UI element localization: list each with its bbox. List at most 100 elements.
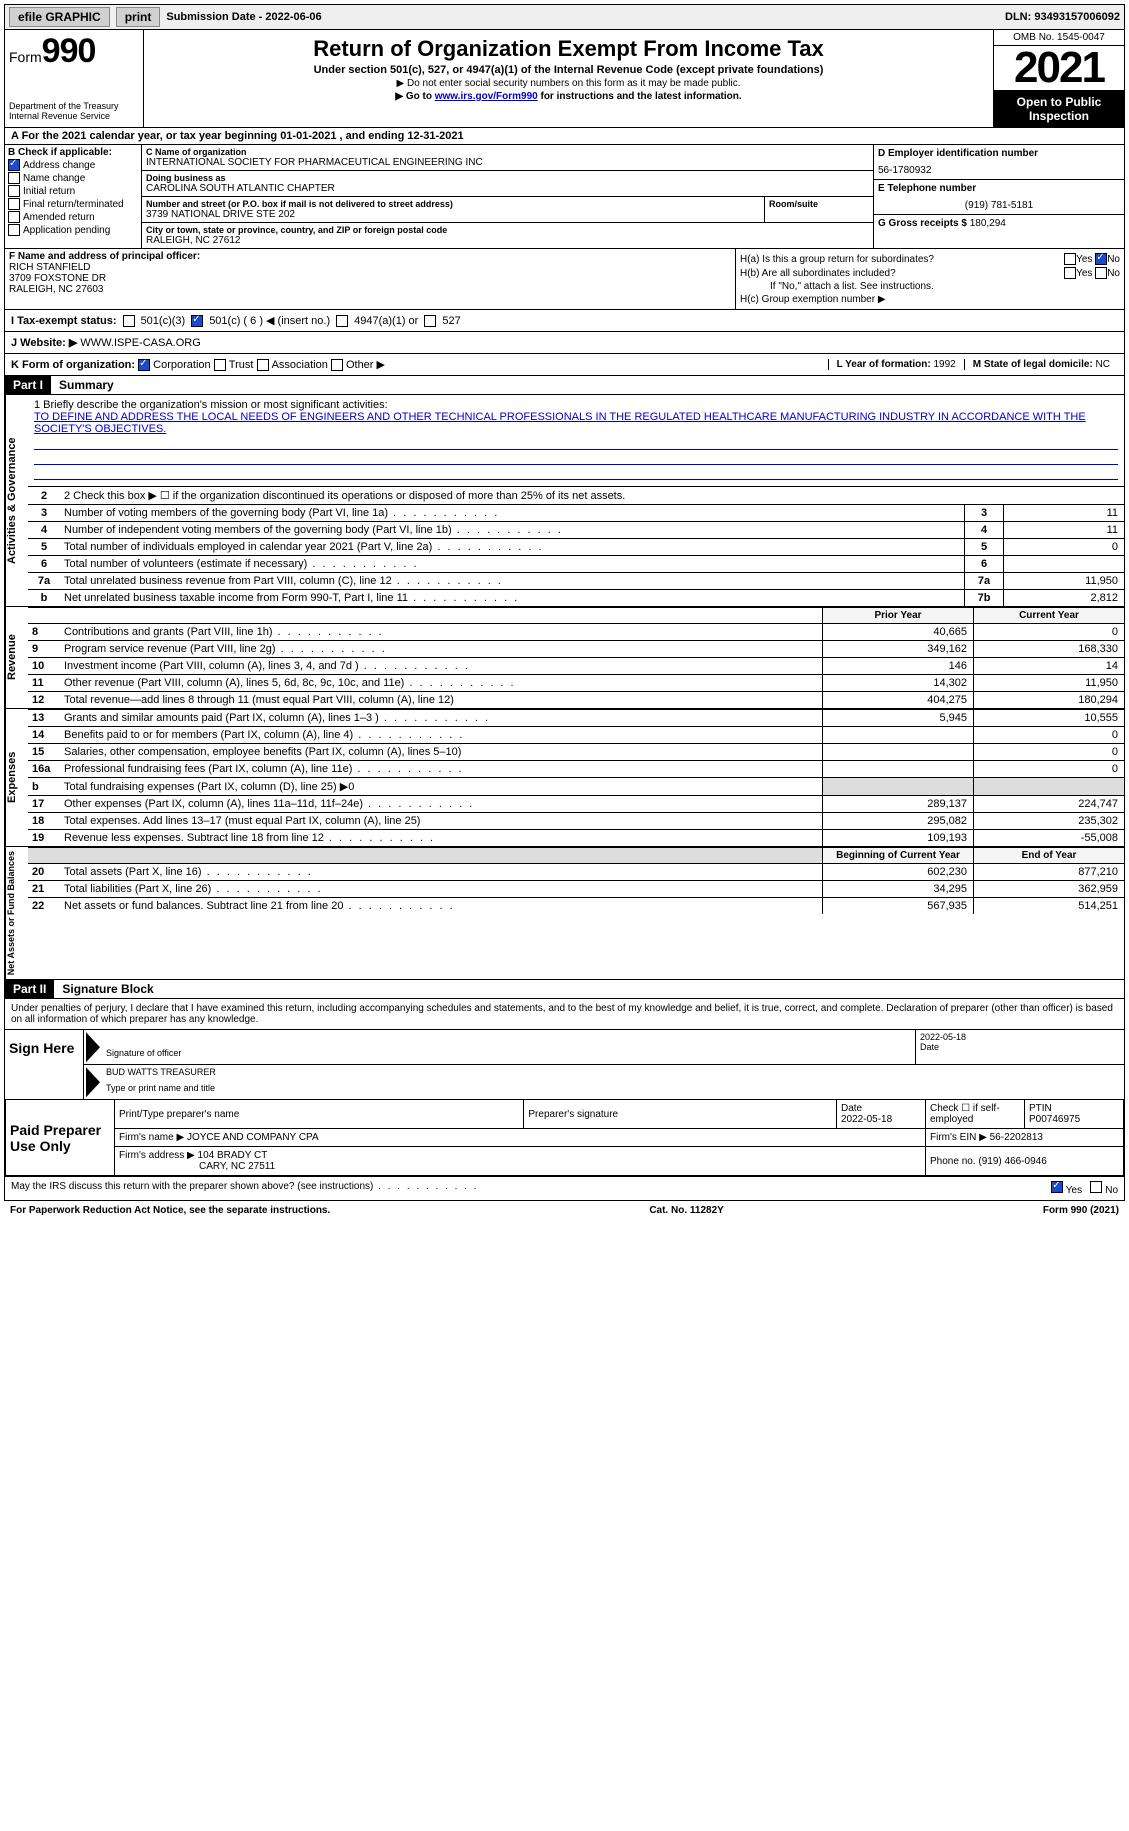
subtitle-1: Under section 501(c), 527, or 4947(a)(1)… (150, 64, 987, 76)
chk-trust[interactable] (214, 359, 226, 371)
row-6-desc: Total number of volunteers (estimate if … (60, 556, 965, 573)
prep-name-label: Print/Type preparer's name (115, 1100, 524, 1129)
rev-8-curr: 0 (974, 624, 1125, 641)
prep-sig-label: Preparer's signature (524, 1100, 837, 1129)
paid-preparer-table: Paid Preparer Use Only Print/Type prepar… (5, 1099, 1124, 1176)
chk-address-change[interactable] (8, 159, 20, 171)
chk-527[interactable] (424, 315, 436, 327)
website-label: J Website: ▶ (11, 336, 77, 349)
row-7b-val: 2,812 (1004, 590, 1125, 607)
dba-label: Doing business as (146, 173, 869, 183)
chk-app-pending[interactable] (8, 224, 20, 236)
cat-no: Cat. No. 11282Y (649, 1205, 723, 1216)
exp-15-prior (823, 744, 974, 761)
ha-yes[interactable] (1064, 253, 1076, 265)
rev-9-curr: 168,330 (974, 641, 1125, 658)
section-a-tax-year: A For the 2021 calendar year, or tax yea… (5, 127, 1124, 144)
efile-label: efile GRAPHIC (9, 7, 110, 27)
chk-final-return[interactable] (8, 198, 20, 210)
city-label: City or town, state or province, country… (146, 225, 869, 235)
phone-value: (919) 781-5181 (878, 200, 1120, 211)
end-year-hdr: End of Year (974, 848, 1125, 864)
firm-phone: (919) 466-0946 (978, 1156, 1046, 1167)
gross-label: G Gross receipts $ (878, 218, 967, 229)
website-value: WWW.ISPE-CASA.ORG (80, 337, 200, 349)
section-b-checkboxes: B Check if applicable: Address change Na… (5, 145, 142, 248)
na-21-begin: 34,295 (823, 881, 974, 898)
row-3-desc: Number of voting members of the governin… (60, 505, 965, 522)
part2-badge: Part II (5, 980, 54, 998)
row-7b-desc: Net unrelated business taxable income fr… (60, 590, 965, 607)
prior-year-hdr: Prior Year (823, 608, 974, 624)
tax-year: 2021 (994, 46, 1124, 91)
exp-18-prior: 295,082 (823, 813, 974, 830)
sig-date-label: Date (920, 1042, 1120, 1052)
sig-officer-label: Signature of officer (106, 1048, 911, 1058)
rev-11-prior: 14,302 (823, 675, 974, 692)
row-5-val: 0 (1004, 539, 1125, 556)
ha-no[interactable] (1095, 253, 1107, 265)
dln-number: DLN: 93493157006092 (1005, 11, 1120, 23)
na-20-begin: 602,230 (823, 864, 974, 881)
chk-assoc[interactable] (257, 359, 269, 371)
hb-yes[interactable] (1064, 267, 1076, 279)
na-22-end: 514,251 (974, 898, 1125, 915)
chk-other[interactable] (331, 359, 343, 371)
chk-501c3[interactable] (123, 315, 135, 327)
form-header: Form990 Department of the Treasury Inter… (5, 30, 1124, 127)
top-toolbar: efile GRAPHIC print Submission Date - 20… (4, 4, 1125, 30)
part1-badge: Part I (5, 376, 51, 394)
sign-here-label: Sign Here (5, 1030, 84, 1099)
hb-label: H(b) Are all subordinates included? (740, 268, 1064, 279)
hb-no[interactable] (1095, 267, 1107, 279)
row-6-val (1004, 556, 1125, 573)
exp-17-curr: 224,747 (974, 796, 1125, 813)
arrow-icon (86, 1067, 100, 1097)
org-name: INTERNATIONAL SOCIETY FOR PHARMACEUTICAL… (146, 157, 869, 168)
begin-year-hdr: Beginning of Current Year (823, 848, 974, 864)
exp-13-curr: 10,555 (974, 710, 1125, 727)
firm-addr2: CARY, NC 27511 (119, 1161, 275, 1172)
dept-label: Department of the Treasury Internal Reve… (9, 101, 139, 121)
paperwork-notice: For Paperwork Reduction Act Notice, see … (10, 1205, 330, 1216)
part2-title: Signature Block (54, 980, 161, 998)
discuss-yes[interactable] (1051, 1181, 1063, 1193)
rev-8-prior: 40,665 (823, 624, 974, 641)
self-employed-check[interactable]: Check ☐ if self-employed (926, 1100, 1025, 1129)
declaration-text: Under penalties of perjury, I declare th… (5, 998, 1124, 1029)
rev-12-prior: 404,275 (823, 692, 974, 709)
paid-preparer-label: Paid Preparer Use Only (6, 1100, 115, 1176)
vtab-revenue: Revenue (5, 607, 28, 708)
street-label: Number and street (or P.O. box if mail i… (146, 199, 760, 209)
chk-initial-return[interactable] (8, 185, 20, 197)
row-7a-val: 11,950 (1004, 573, 1125, 590)
form-id-footer: Form 990 (2021) (1043, 1205, 1119, 1216)
print-button[interactable]: print (116, 7, 161, 27)
firm-addr1: 104 BRADY CT (198, 1150, 268, 1161)
mission-text: TO DEFINE AND ADDRESS THE LOCAL NEEDS OF… (34, 411, 1118, 435)
discuss-no[interactable] (1090, 1181, 1102, 1193)
exp-15-curr: 0 (974, 744, 1125, 761)
na-20-end: 877,210 (974, 864, 1125, 881)
hc-label: H(c) Group exemption number ▶ (740, 294, 886, 305)
rev-11-curr: 11,950 (974, 675, 1125, 692)
exp-17-prior: 289,137 (823, 796, 974, 813)
chk-name-change[interactable] (8, 172, 20, 184)
chk-501c[interactable] (191, 315, 203, 327)
exp-16b-curr (974, 778, 1125, 796)
firm-name: JOYCE AND COMPANY CPA (187, 1132, 319, 1143)
exp-19-prior: 109,193 (823, 830, 974, 847)
row-4-desc: Number of independent voting members of … (60, 522, 965, 539)
chk-corp[interactable] (138, 359, 150, 371)
chk-4947[interactable] (336, 315, 348, 327)
vtab-netassets: Net Assets or Fund Balances (5, 847, 28, 979)
exp-19-curr: -55,008 (974, 830, 1125, 847)
form-number: Form990 (9, 32, 139, 71)
discuss-text: May the IRS discuss this return with the… (11, 1181, 479, 1196)
rev-10-curr: 14 (974, 658, 1125, 675)
arrow-icon (86, 1032, 100, 1062)
hb-note: If "No," attach a list. See instructions… (740, 281, 1120, 292)
chk-amended[interactable] (8, 211, 20, 223)
subtitle-2: ▶ Do not enter social security numbers o… (150, 78, 987, 89)
instructions-link[interactable]: www.irs.gov/Form990 (435, 91, 538, 102)
